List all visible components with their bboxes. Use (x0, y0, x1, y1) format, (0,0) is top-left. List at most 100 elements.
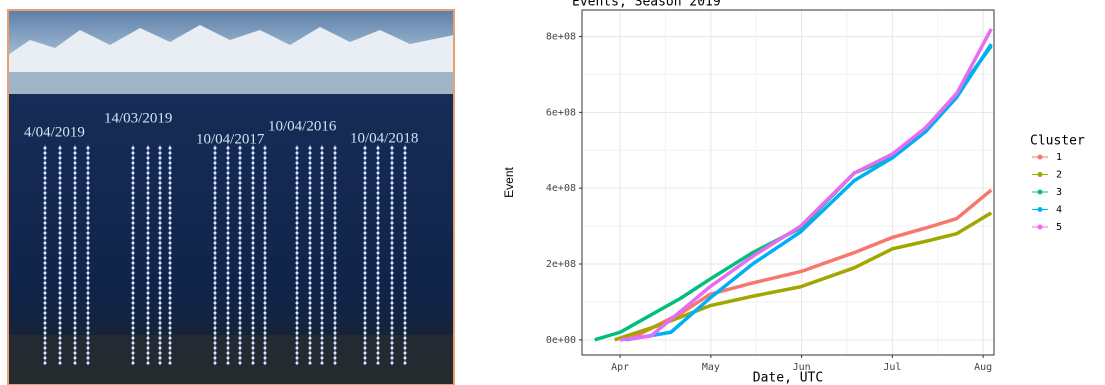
optical-module (309, 332, 312, 335)
optical-module (364, 262, 367, 265)
optical-module (169, 317, 172, 320)
optical-module (377, 187, 380, 190)
optical-module (321, 277, 324, 280)
optical-module (364, 192, 367, 195)
optical-module (296, 272, 299, 275)
optical-module (132, 317, 135, 320)
optical-module (44, 332, 47, 335)
optical-module (214, 222, 217, 225)
optical-module (159, 147, 162, 150)
optical-module (264, 352, 267, 355)
optical-module (334, 272, 337, 275)
optical-module (309, 337, 312, 340)
optical-module (264, 257, 267, 260)
optical-module (239, 317, 242, 320)
optical-module (59, 157, 62, 160)
optical-module (252, 202, 255, 205)
optical-module (227, 342, 230, 345)
optical-module (334, 322, 337, 325)
optical-module (377, 172, 380, 175)
optical-module (74, 212, 77, 215)
optical-module (296, 217, 299, 220)
optical-module (214, 192, 217, 195)
optical-module (159, 312, 162, 315)
optical-module (334, 147, 337, 150)
optical-module (321, 317, 324, 320)
optical-module (59, 252, 62, 255)
optical-module (252, 282, 255, 285)
optical-module (147, 217, 150, 220)
optical-module (364, 182, 367, 185)
optical-module (264, 222, 267, 225)
optical-module (334, 287, 337, 290)
optical-module (214, 357, 217, 360)
optical-module (59, 317, 62, 320)
optical-module (334, 277, 337, 280)
optical-module (59, 302, 62, 305)
optical-module (87, 352, 90, 355)
optical-module (252, 207, 255, 210)
optical-module (44, 257, 47, 260)
optical-module (364, 187, 367, 190)
optical-module (391, 302, 394, 305)
optical-module (147, 292, 150, 295)
optical-module (74, 187, 77, 190)
optical-module (159, 292, 162, 295)
optical-module (239, 227, 242, 230)
optical-module (214, 207, 217, 210)
optical-module (296, 262, 299, 265)
optical-module (309, 282, 312, 285)
optical-module (214, 332, 217, 335)
optical-module (334, 167, 337, 170)
optical-module (239, 272, 242, 275)
optical-module (309, 292, 312, 295)
optical-module (147, 152, 150, 155)
optical-module (334, 257, 337, 260)
optical-module (252, 317, 255, 320)
optical-module (364, 227, 367, 230)
optical-module (391, 297, 394, 300)
optical-module (132, 182, 135, 185)
optical-module (59, 282, 62, 285)
optical-module (132, 352, 135, 355)
optical-module (334, 332, 337, 335)
optical-module (296, 327, 299, 330)
optical-module (309, 287, 312, 290)
optical-module (132, 247, 135, 250)
optical-module (239, 312, 242, 315)
optical-module (87, 212, 90, 215)
optical-module (44, 337, 47, 340)
optical-module (132, 302, 135, 305)
optical-module (377, 247, 380, 250)
optical-module (404, 342, 407, 345)
optical-module (309, 167, 312, 170)
optical-module (252, 192, 255, 195)
optical-module (404, 152, 407, 155)
optical-module (169, 197, 172, 200)
cluster-label: 14/03/2019 (104, 110, 172, 126)
optical-module (404, 262, 407, 265)
optical-module (227, 232, 230, 235)
cluster-label: 10/04/2017 (196, 131, 265, 147)
optical-module (214, 237, 217, 240)
optical-module (59, 242, 62, 245)
optical-module (239, 257, 242, 260)
optical-module (252, 227, 255, 230)
optical-module (404, 252, 407, 255)
optical-module (59, 347, 62, 350)
optical-module (87, 187, 90, 190)
optical-module (377, 337, 380, 340)
optical-module (334, 362, 337, 365)
optical-module (364, 212, 367, 215)
optical-module (296, 342, 299, 345)
optical-module (132, 342, 135, 345)
optical-module (132, 332, 135, 335)
optical-module (59, 277, 62, 280)
optical-module (44, 357, 47, 360)
optical-module (404, 187, 407, 190)
optical-module (169, 292, 172, 295)
optical-module (74, 297, 77, 300)
optical-module (44, 302, 47, 305)
optical-module (377, 197, 380, 200)
y-tick-label: 4e+08 (546, 183, 576, 194)
